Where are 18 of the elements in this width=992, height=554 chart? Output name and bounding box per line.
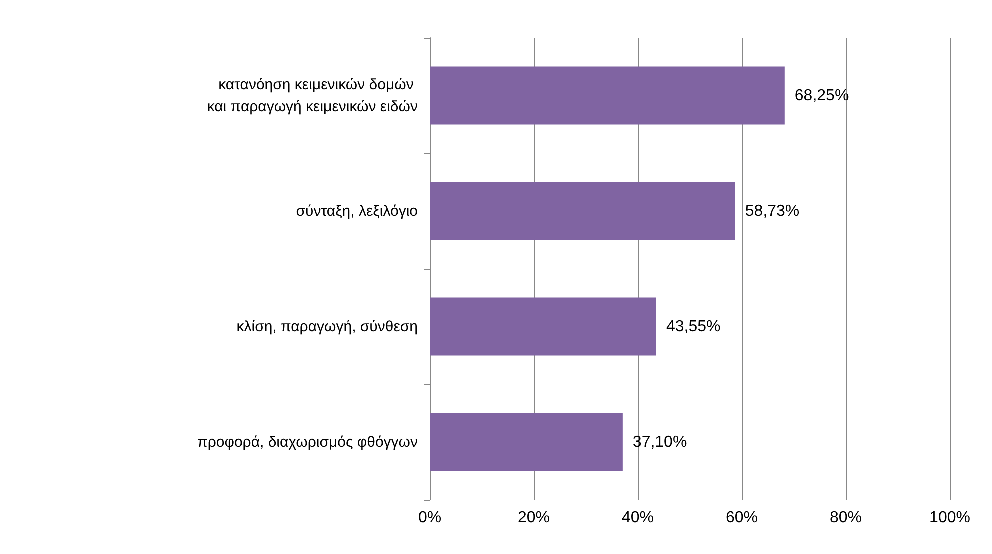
data-label: 58,73%: [745, 202, 800, 220]
data-label: 37,10%: [632, 434, 688, 451]
y-tick-label: προφορά, διαχωρισμός φθόγγων: [198, 434, 418, 451]
x-tick-label: 40%: [622, 510, 654, 526]
y-tick-label: κλίση, παραγωγή, σύνθεση: [236, 318, 418, 336]
bar: [430, 298, 656, 356]
bar: [430, 413, 623, 472]
x-tick-label: 20%: [518, 510, 550, 526]
x-tick-label: 80%: [830, 510, 862, 526]
y-tick-label: κατανόηση κειμενικών δομών και παραγωγή κειμενικών ειδών: [207, 76, 418, 116]
data-label: 43,55%: [666, 318, 721, 336]
bar: [430, 66, 785, 125]
data-label: 68,25%: [794, 87, 850, 104]
x-tick-label: 0%: [418, 510, 442, 526]
x-tick-label: 100%: [930, 510, 970, 526]
bar: [430, 182, 736, 240]
y-tick-label: σύνταξη, λεξιλόγιο: [296, 202, 418, 220]
x-tick-label: 60%: [726, 510, 758, 526]
